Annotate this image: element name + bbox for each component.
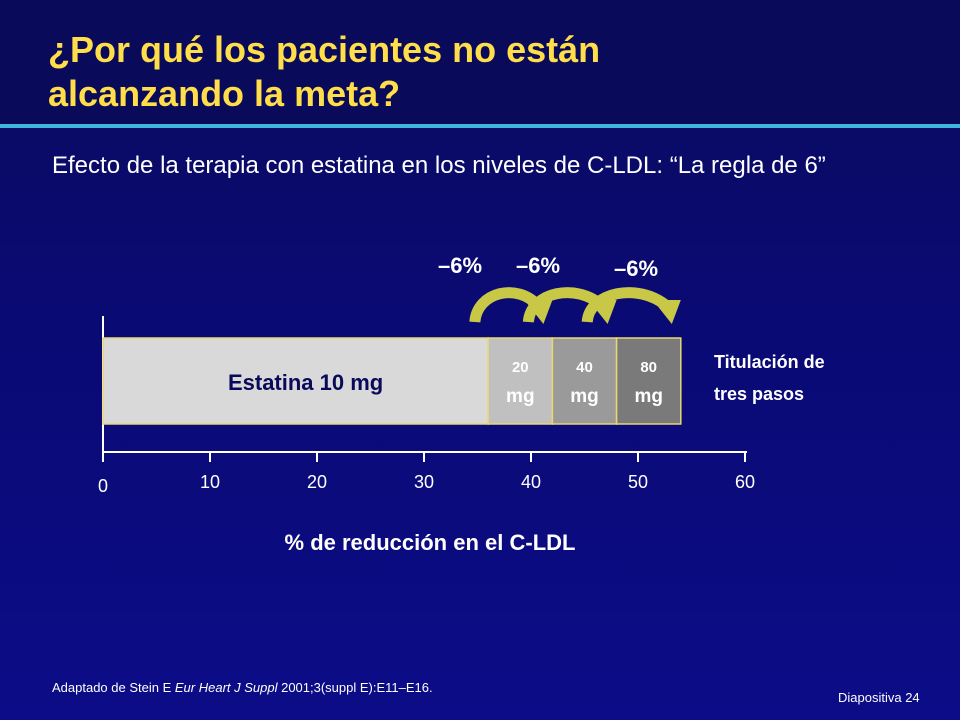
footnote-journal: Eur Heart J Suppl (174, 680, 278, 695)
bar-segment-2 (551, 337, 618, 425)
bar-segment-3 (615, 337, 682, 425)
bar-segment-0 (102, 337, 489, 425)
footnote-suffix: 2001;3(suppl E):E11–E16. (277, 680, 433, 695)
slide-title: ¿Por qué los pacientes no están alcanzan… (48, 28, 600, 116)
slide-subtitle: Efecto de la terapia con estatina en los… (52, 152, 826, 179)
step-arrow-0 (469, 287, 543, 323)
bar-label-2-unit: mg (570, 386, 599, 407)
slide-title-line2: alcanzando la meta? (48, 73, 401, 114)
x-tick-label-1: 10 (200, 472, 220, 492)
step-arrow-head-2 (652, 300, 681, 324)
x-axis-title: % de reducción en el C-LDL (285, 530, 576, 555)
x-tick-label-2: 20 (307, 472, 327, 492)
bar-label-1-dose: 20 (512, 359, 529, 376)
step-annotation-0: –6% (438, 253, 482, 278)
side-label-line1: Titulación de (714, 352, 825, 372)
step-annotation-2: –6% (614, 256, 658, 281)
step-annotation-1: –6% (516, 253, 560, 278)
title-band (0, 0, 960, 124)
step-arrow-2 (581, 287, 671, 324)
bar-label-2-dose: 40 (576, 359, 593, 376)
bar-label-1-unit: mg (506, 386, 535, 407)
bar-label-3-unit: mg (634, 386, 663, 407)
x-tick-label-0: 0 (98, 476, 108, 496)
slide-title-line1: ¿Por qué los pacientes no están (48, 29, 601, 70)
x-tick-label-5: 50 (628, 472, 648, 492)
bar-segment-1 (487, 337, 554, 425)
bar-label-3-dose: 80 (640, 359, 657, 376)
footnote-prefix: Adaptado de Stein E (52, 680, 175, 695)
x-tick-label-6: 60 (735, 472, 755, 492)
x-tick-label-4: 40 (521, 472, 541, 492)
bar-label-0: Estatina 10 mg (228, 370, 383, 395)
footnote: Adaptado de Stein E Eur Heart J Suppl 20… (52, 680, 433, 695)
x-tick-label-3: 30 (414, 472, 434, 492)
side-label-line2: tres pasos (714, 384, 804, 404)
title-divider (0, 124, 960, 128)
slide-number: Diapositiva 24 (838, 690, 920, 705)
